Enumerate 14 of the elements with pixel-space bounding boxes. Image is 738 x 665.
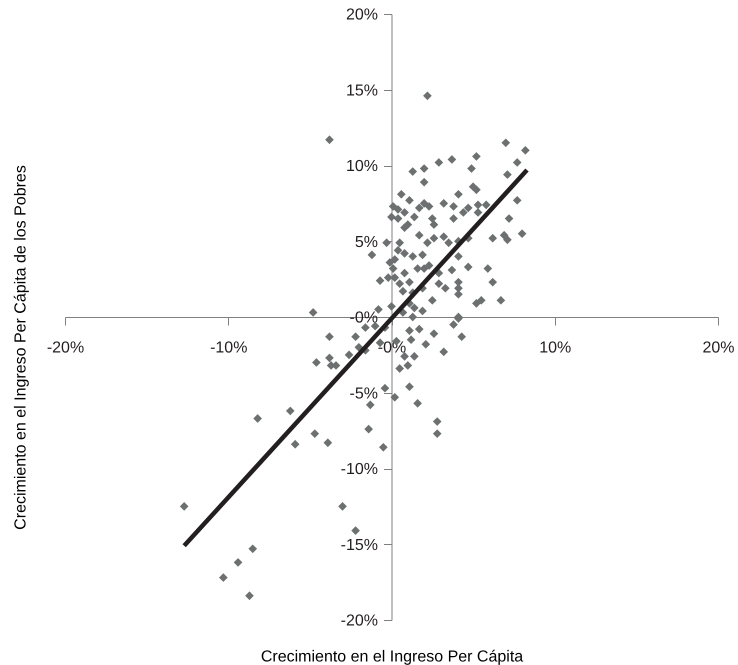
y-tick-label: -15%: [340, 536, 378, 554]
x-tick-label: -20%: [46, 340, 84, 356]
y-tick-label: 20%: [346, 6, 378, 24]
x-tick-label: 20%: [702, 340, 735, 356]
y-axis-title: Crecimiento en el Ingreso Per Cápita de los Pobres: [12, 165, 30, 530]
y-tick-label: -20%: [340, 612, 378, 630]
y-tick-label: 15%: [346, 82, 378, 100]
y-tick-label: 5%: [354, 234, 378, 251]
x-axis-title: Crecimiento en el Ingreso Per Cápita: [260, 648, 524, 665]
x-tick-label: 10%: [539, 340, 572, 356]
y-tick-label: 10%: [346, 158, 378, 175]
x-tick-label: -10%: [210, 340, 248, 356]
y-tick-label: -10%: [340, 461, 378, 478]
y-tick-label: -5%: [350, 385, 378, 402]
